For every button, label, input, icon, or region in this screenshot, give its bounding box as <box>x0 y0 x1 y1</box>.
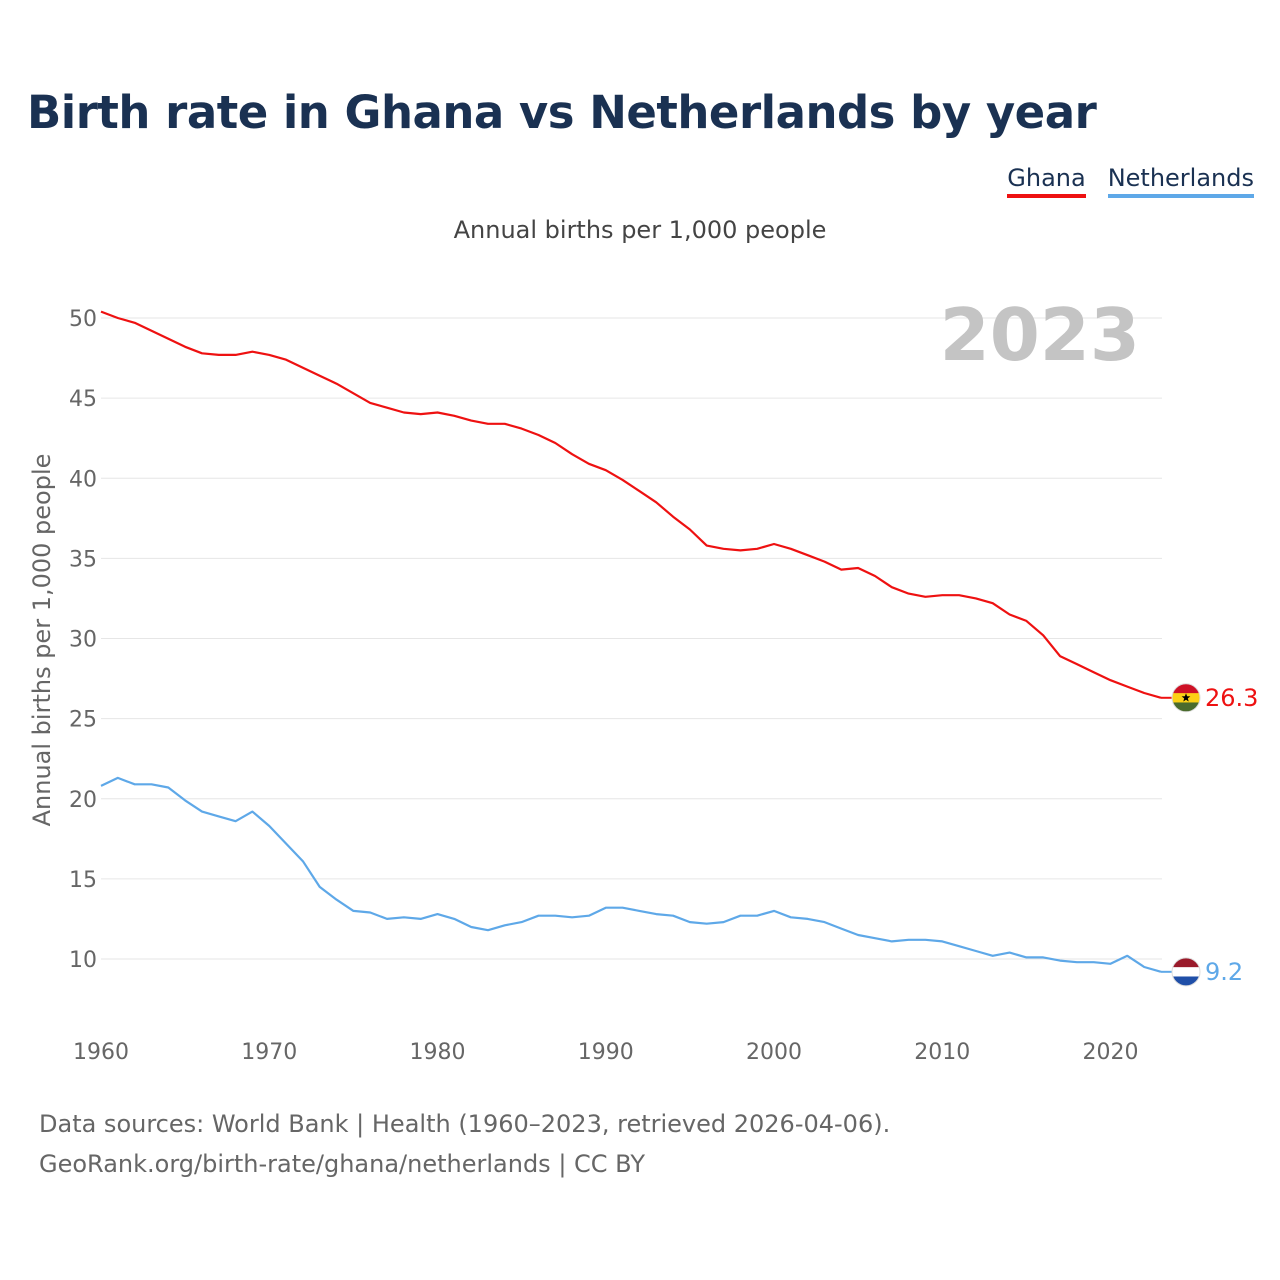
legend-item-ghana[interactable]: Ghana <box>1007 164 1086 198</box>
x-tick-label: 1960 <box>73 1040 129 1065</box>
source-line-2: GeoRank.org/birth-rate/ghana/netherlands… <box>39 1150 645 1178</box>
gridlines <box>101 317 1162 960</box>
y-tick-label: 10 <box>69 948 97 973</box>
y-tick-label: 40 <box>69 467 97 492</box>
y-tick-label: 50 <box>69 307 97 332</box>
series-line-ghana[interactable] <box>100 310 1162 699</box>
netherlands-flag-icon <box>1171 957 1201 987</box>
x-tick-label: 2020 <box>1083 1040 1139 1065</box>
end-value-label-ghana: 26.3 <box>1205 684 1258 712</box>
y-axis-label: Annual births per 1,000 people <box>28 454 56 827</box>
series-lines <box>100 310 1162 973</box>
source-line-1: Data sources: World Bank | Health (1960–… <box>39 1110 891 1138</box>
legend-item-netherlands[interactable]: Netherlands <box>1107 164 1254 198</box>
x-tick-label: 2010 <box>914 1040 970 1065</box>
year-watermark: 2023 <box>940 293 1140 377</box>
chart-subtitle: Annual births per 1,000 people <box>453 216 827 244</box>
y-tick-label: 30 <box>69 628 97 653</box>
y-tick-label: 45 <box>69 387 97 412</box>
source-note: Data sources: World Bank | Health (1960–… <box>39 1104 890 1184</box>
y-tick-label: 20 <box>69 788 97 813</box>
x-tick-label: 1990 <box>578 1040 634 1065</box>
line-chart: 10 15 20 25 30 35 40 45 50 1960 1970 1980 1990 2000 2… <box>28 293 1258 1065</box>
x-axis-ticks: 1960 1970 1980 1990 2000 2010 2020 <box>73 1040 1139 1065</box>
series-line-netherlands[interactable] <box>100 776 1162 973</box>
chart-title: Birth rate in Ghana vs Netherlands by ye… <box>27 86 1097 139</box>
y-tick-label: 15 <box>69 868 97 893</box>
end-value-label-netherlands: 9.2 <box>1205 958 1243 986</box>
ghana-flag-icon <box>1171 683 1201 713</box>
x-tick-label: 1970 <box>241 1040 297 1065</box>
y-tick-label: 35 <box>69 547 97 572</box>
x-tick-label: 2000 <box>746 1040 802 1065</box>
x-tick-label: 1980 <box>410 1040 466 1065</box>
y-tick-label: 25 <box>69 708 97 733</box>
legend: Ghana Netherlands <box>1007 164 1254 198</box>
y-axis-ticks: 10 15 20 25 30 35 40 45 50 <box>69 307 97 973</box>
end-markers: 26.3 9.2 <box>1161 683 1258 987</box>
